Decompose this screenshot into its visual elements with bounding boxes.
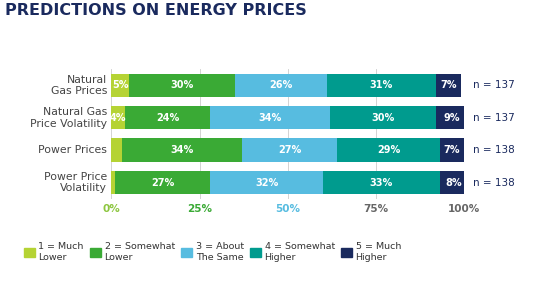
Bar — [440, 138, 464, 162]
Bar — [440, 171, 468, 194]
Text: PREDICTIONS ON ENERGY PRICES: PREDICTIONS ON ENERGY PRICES — [5, 3, 307, 18]
Text: 29%: 29% — [377, 145, 400, 155]
Text: 4%: 4% — [110, 113, 127, 123]
Text: 30%: 30% — [171, 80, 193, 90]
Text: n = 138: n = 138 — [473, 145, 515, 155]
Text: 30%: 30% — [371, 113, 395, 123]
Text: 27%: 27% — [278, 145, 301, 155]
Text: 9%: 9% — [444, 113, 460, 123]
Text: 24%: 24% — [156, 113, 179, 123]
Legend: 1 = Much
Lower, 2 = Somewhat
Lower, 3 = About
The Same, 4 = Somewhat
Higher, 5 =: 1 = Much Lower, 2 = Somewhat Lower, 3 = … — [24, 243, 401, 262]
Text: 34%: 34% — [171, 145, 193, 155]
Text: 34%: 34% — [258, 113, 282, 123]
Bar — [122, 138, 242, 162]
Bar — [436, 74, 460, 97]
Text: 5%: 5% — [112, 80, 128, 90]
Bar — [111, 171, 115, 194]
Bar — [327, 74, 436, 97]
Bar — [210, 171, 323, 194]
Text: 33%: 33% — [370, 178, 393, 188]
Bar — [129, 74, 235, 97]
Text: n = 137: n = 137 — [473, 113, 515, 123]
Bar — [323, 171, 440, 194]
Text: 26%: 26% — [269, 80, 292, 90]
Bar — [111, 74, 129, 97]
Bar — [111, 106, 125, 129]
Bar — [337, 138, 440, 162]
Bar — [242, 138, 337, 162]
Bar — [235, 74, 327, 97]
Bar — [330, 106, 436, 129]
Text: 8%: 8% — [445, 178, 462, 188]
Text: n = 138: n = 138 — [473, 178, 515, 188]
Bar — [125, 106, 210, 129]
Bar — [111, 138, 122, 162]
Text: n = 137: n = 137 — [473, 80, 515, 90]
Text: 7%: 7% — [444, 145, 460, 155]
Text: 7%: 7% — [440, 80, 457, 90]
Text: 31%: 31% — [370, 80, 393, 90]
Bar — [115, 171, 210, 194]
Text: 27%: 27% — [151, 178, 174, 188]
Bar — [210, 106, 330, 129]
Bar — [436, 106, 468, 129]
Text: 32%: 32% — [255, 178, 278, 188]
